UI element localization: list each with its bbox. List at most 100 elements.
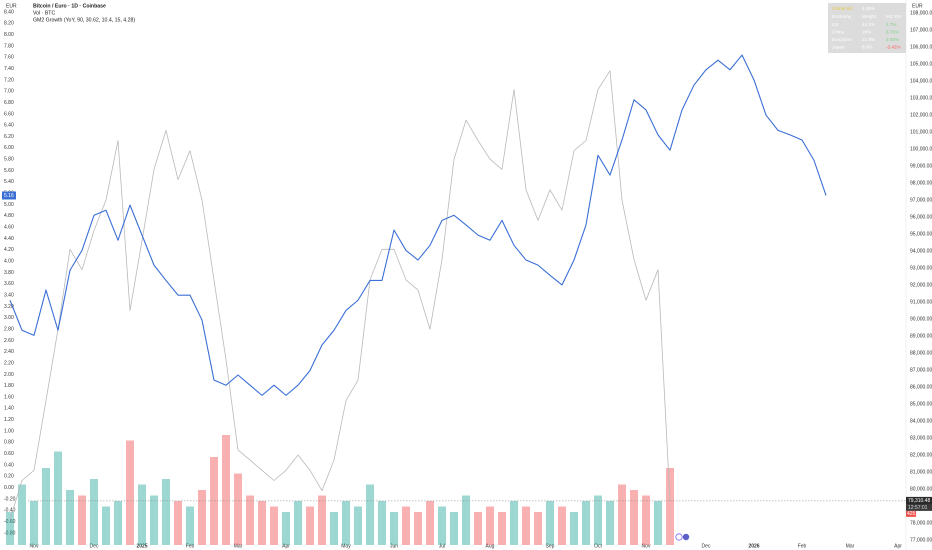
price-tag: 79,310.48 xyxy=(908,498,930,504)
y-tick-label: 7.00 xyxy=(4,89,14,95)
y-tick-label: 7.20 xyxy=(4,77,14,83)
y-tick-label: 1.00 xyxy=(4,428,14,434)
x-tick-label: Feb xyxy=(798,543,807,549)
volume-bar xyxy=(654,501,662,545)
y2-tick-label: 91,000.00 xyxy=(910,299,932,305)
volume-bar xyxy=(522,506,530,545)
volume-bar xyxy=(162,479,170,545)
y2-tick-label: 97,000.00 xyxy=(910,197,932,203)
volume-bar xyxy=(18,484,26,545)
x-tick-label: Apr xyxy=(894,543,902,549)
volume-bar xyxy=(78,495,86,545)
event-icon[interactable] xyxy=(675,533,683,541)
volume-bar xyxy=(282,512,290,545)
countdown-bg xyxy=(906,504,932,511)
volume-bar xyxy=(174,501,182,545)
table-title-value: 4.28% xyxy=(862,6,875,11)
volume-bar xyxy=(198,490,206,545)
x-tick-label: 2025 xyxy=(136,543,147,549)
volume-bar xyxy=(438,506,446,545)
volume-bar xyxy=(378,501,386,545)
event-icon[interactable] xyxy=(682,533,690,541)
y2-tick-label: 92,000.00 xyxy=(910,282,932,288)
y-tick-label: 5.80 xyxy=(4,157,14,163)
volume-bar xyxy=(306,506,314,545)
right-axis-unit: EUR xyxy=(912,3,923,9)
y-tick-label: 3.20 xyxy=(4,304,14,310)
legend-indicator: GM2 Growth (YoY, 90, 30.62, 10.4, 15, 4.… xyxy=(33,17,135,23)
volume-bar xyxy=(582,501,590,545)
table-cell: 8.0% xyxy=(862,45,872,50)
y2-tick-label: 107,000.00 xyxy=(910,27,932,33)
volume-bar xyxy=(450,512,458,545)
y-tick-label: -0.60 xyxy=(4,519,16,525)
y2-tick-label: 81,000.00 xyxy=(910,469,932,475)
volume-bar xyxy=(486,506,494,545)
y-tick-label: 6.80 xyxy=(4,100,14,106)
y2-tick-label: 90,000.00 xyxy=(910,316,932,322)
y2-tick-label: 86,000.00 xyxy=(910,384,932,390)
y-tick-label: 5.00 xyxy=(4,202,14,208)
y2-tick-label: 99,000.00 xyxy=(910,163,932,169)
value-tag: 5.16 xyxy=(4,193,14,199)
y-tick-label: 1.40 xyxy=(4,406,14,412)
left-axis-unit: EUR xyxy=(6,3,17,9)
y-tick-label: 0.60 xyxy=(4,451,14,457)
y-tick-label: 6.00 xyxy=(4,145,14,151)
x-tick-label: 2026 xyxy=(748,543,759,549)
volume-bar xyxy=(330,512,338,545)
y-tick-label: 5.60 xyxy=(4,168,14,174)
volume-bar xyxy=(498,512,506,545)
y2-tick-label: 98,000.00 xyxy=(910,180,932,186)
table-title: Global M2 xyxy=(832,6,853,11)
y-tick-label: 5.40 xyxy=(4,179,14,185)
y-tick-label: 2.80 xyxy=(4,326,14,332)
volume-bar xyxy=(246,495,254,545)
table-cell: 8.76% xyxy=(886,30,899,35)
y-tick-label: 8.20 xyxy=(4,21,14,27)
y-tick-label: 1.60 xyxy=(4,394,14,400)
volume-bar xyxy=(294,501,302,545)
y-tick-label: 6.40 xyxy=(4,123,14,129)
volume-bar xyxy=(354,506,362,545)
volume-bar xyxy=(366,484,374,545)
x-tick-label: May xyxy=(341,543,351,549)
table-cell: -3.42% xyxy=(886,45,901,50)
table-header: Economy xyxy=(832,14,852,19)
y2-tick-label: 80,000.00 xyxy=(910,486,932,492)
table-cell: US xyxy=(832,22,838,27)
x-tick-label: Dec xyxy=(702,543,711,549)
table-cell: 4.7% xyxy=(886,22,896,27)
table-header: M2 YoY xyxy=(886,14,902,19)
y-tick-label: 2.40 xyxy=(4,349,14,355)
volume-bar xyxy=(138,484,146,545)
volume-bar xyxy=(462,495,470,545)
y-tick-label: 0.20 xyxy=(4,474,14,480)
volume-bar xyxy=(234,473,242,545)
x-tick-label: Feb xyxy=(186,543,195,549)
table-cell: Japan xyxy=(832,45,845,50)
volume-bar xyxy=(102,506,110,545)
y2-tick-label: 77,000.00 xyxy=(910,537,932,543)
y-tick-label: 3.40 xyxy=(4,292,14,298)
volume-bar xyxy=(30,501,38,545)
x-tick-label: Jul xyxy=(439,543,445,549)
y-tick-label: 4.20 xyxy=(4,247,14,253)
y-tick-label: 4.80 xyxy=(4,213,14,219)
table-cell: China xyxy=(832,30,844,35)
volume-bar xyxy=(258,501,266,545)
x-tick-label: Oct xyxy=(594,543,602,549)
y2-tick-label: 78,000.00 xyxy=(910,520,932,526)
y-tick-label: 3.00 xyxy=(4,315,14,321)
volume-bar xyxy=(594,495,602,545)
y2-tick-label: 93,000.00 xyxy=(910,265,932,271)
y-tick-label: 0.40 xyxy=(4,462,14,468)
y2-tick-label: 87,000.00 xyxy=(910,367,932,373)
x-tick-label: Jun xyxy=(390,543,398,549)
x-tick-label: Nov xyxy=(30,543,39,549)
table-cell: 26% xyxy=(862,30,871,35)
y-tick-label: 7.60 xyxy=(4,55,14,61)
volume-bar xyxy=(570,512,578,545)
y-tick-label: 2.00 xyxy=(4,372,14,378)
